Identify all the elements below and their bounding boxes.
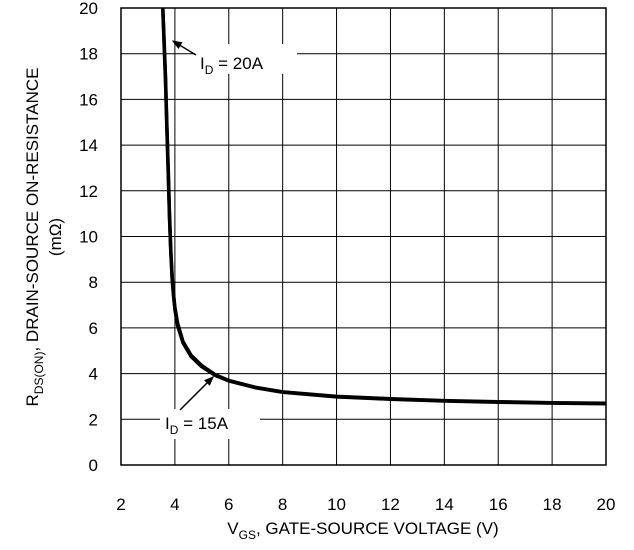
y-tick-label: 20 [79,0,98,18]
y-tick-label: 14 [79,136,98,155]
annotation-id-15a-label: ID = 15A [165,414,229,437]
plot-frame [120,7,607,466]
annotation-id-20a-label-sub: D [205,63,214,77]
y-tick-label: 0 [89,456,98,475]
x-tick-label: 14 [435,495,454,514]
y-axis-label-line1-sub: DS(ON) [32,352,46,395]
annotation-id-15a: ID = 15A [160,376,260,439]
y-tick-label: 6 [89,319,98,338]
y-tick-label: 18 [79,45,98,64]
x-tick-label: 18 [543,495,562,514]
y-tick-label: 4 [89,365,98,384]
annotation-id-15a-background [160,409,260,439]
annotation-id-20a-label: ID = 20A [200,54,264,77]
series-curves [161,8,606,406]
annotation-id-20a-label-rest: = 20A [213,54,263,73]
y-axis-label: RDS(ON), DRAIN-SOURCE ON-RESISTANCE (mΩ) [23,68,65,407]
x-axis-label: VGS, GATE-SOURCE VOLTAGE (V) [227,519,498,542]
annotation-id-20a-label-main: I [200,54,205,73]
annotation-id-20a-arrow [171,40,197,56]
annotation-id-15a-label-sub: D [170,423,179,437]
y-tick-label: 2 [89,410,98,429]
y-axis-label-line1: RDS(ON), DRAIN-SOURCE ON-RESISTANCE [23,68,46,407]
x-tick-label: 20 [597,495,616,514]
x-tick-label: 10 [327,495,346,514]
x-tick-label: 4 [170,495,179,514]
x-axis-label-sub: GS [239,528,256,542]
x-tick-label: 2 [116,495,125,514]
y-tick-label: 10 [79,228,98,247]
x-tick-label: 8 [278,495,287,514]
series-line-id-15a [161,8,606,406]
annotation-id-15a-arrow [179,376,215,411]
x-tick-label: 6 [224,495,233,514]
annotation-id-20a: ID = 20A [171,40,297,77]
y-axis-label-line2: (mΩ) [46,218,65,256]
y-axis-label-line1-rest: , DRAIN-SOURCE ON-RESISTANCE [23,68,42,352]
annotation-id-15a-label-main: I [165,414,170,433]
plot-border [120,7,607,466]
x-tick-label: 16 [489,495,508,514]
y-tick-labels: 0 2 4 6 8 10 12 14 16 18 20 [79,0,98,475]
x-axis-label-rest: , GATE-SOURCE VOLTAGE (V) [256,519,499,538]
annotation-id-20a-background [195,44,297,74]
x-tick-labels: 2 4 6 8 10 12 14 16 18 20 [116,495,615,514]
annotation-id-15a-label-rest: = 15A [178,414,228,433]
x-tick-label: 12 [381,495,400,514]
y-tick-label: 8 [89,273,98,292]
y-tick-label: 16 [79,90,98,109]
y-axis-label-line1-main: R [23,394,42,406]
y-tick-label: 12 [79,182,98,201]
x-axis-label-main: V [227,519,239,538]
